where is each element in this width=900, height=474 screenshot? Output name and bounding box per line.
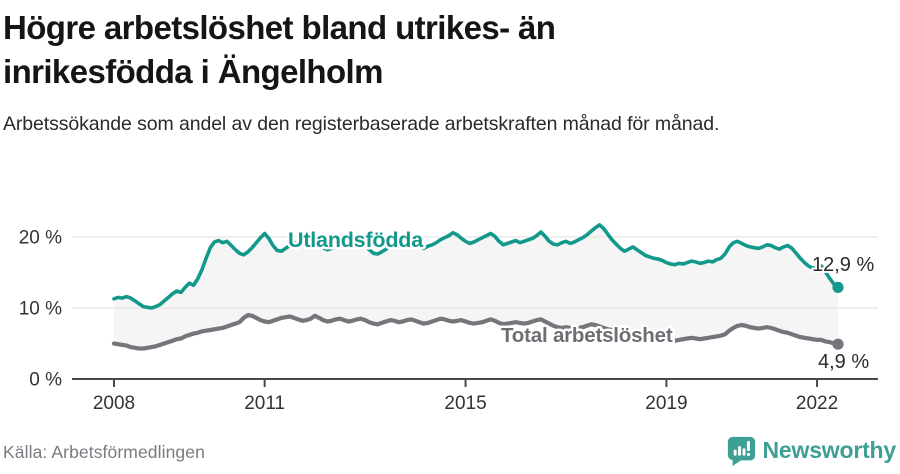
y-axis-label-20: 20 % bbox=[19, 228, 62, 249]
series-line-total bbox=[111, 312, 841, 351]
y-axis-label-0: 0 % bbox=[29, 370, 62, 391]
unemployment-line-chart: 0 % 10 % 20 % 2008 2011 2015 2019 2022 Utlandsfö… bbox=[19, 223, 878, 414]
series-line-utlandsfodda bbox=[112, 223, 840, 310]
chart-area: 0 % 10 % 20 % 2008 2011 2015 2019 2022 Utlandsfö… bbox=[0, 192, 900, 428]
x-axis-label-2011: 2011 bbox=[244, 393, 285, 414]
end-value-label-total: 4,9 % bbox=[818, 351, 869, 373]
x-axis-label-2022: 2022 bbox=[796, 393, 838, 414]
x-axis-label-2008: 2008 bbox=[93, 393, 135, 414]
series-end-dot-utlandsfodda bbox=[832, 281, 844, 294]
x-axis-label-2019: 2019 bbox=[645, 393, 687, 414]
chart-subtitle: Arbetssökande som andel av den registerb… bbox=[3, 112, 720, 135]
newsworthy-bubble-icon bbox=[727, 436, 755, 466]
end-value-label-utlandsfodda: 12,9 % bbox=[812, 254, 874, 276]
y-axis-label-10: 10 % bbox=[19, 299, 62, 320]
series-end-dot-total bbox=[832, 338, 844, 350]
newsworthy-wordmark: Newsworthy bbox=[762, 437, 897, 463]
footer: Källa: Arbetsförmedlingen Newsworthy bbox=[0, 432, 900, 466]
series-label-total: Total arbetslöshet bbox=[501, 324, 673, 347]
newsworthy-logo: Newsworthy bbox=[726, 435, 896, 466]
chart-title: Högre arbetslöshet bland utrikes- än inr… bbox=[3, 9, 556, 90]
source-note: Källa: Arbetsförmedlingen bbox=[3, 442, 205, 462]
x-axis-label-2015: 2015 bbox=[444, 393, 486, 414]
series-label-utlandsfodda: Utlandsfödda bbox=[288, 228, 424, 252]
